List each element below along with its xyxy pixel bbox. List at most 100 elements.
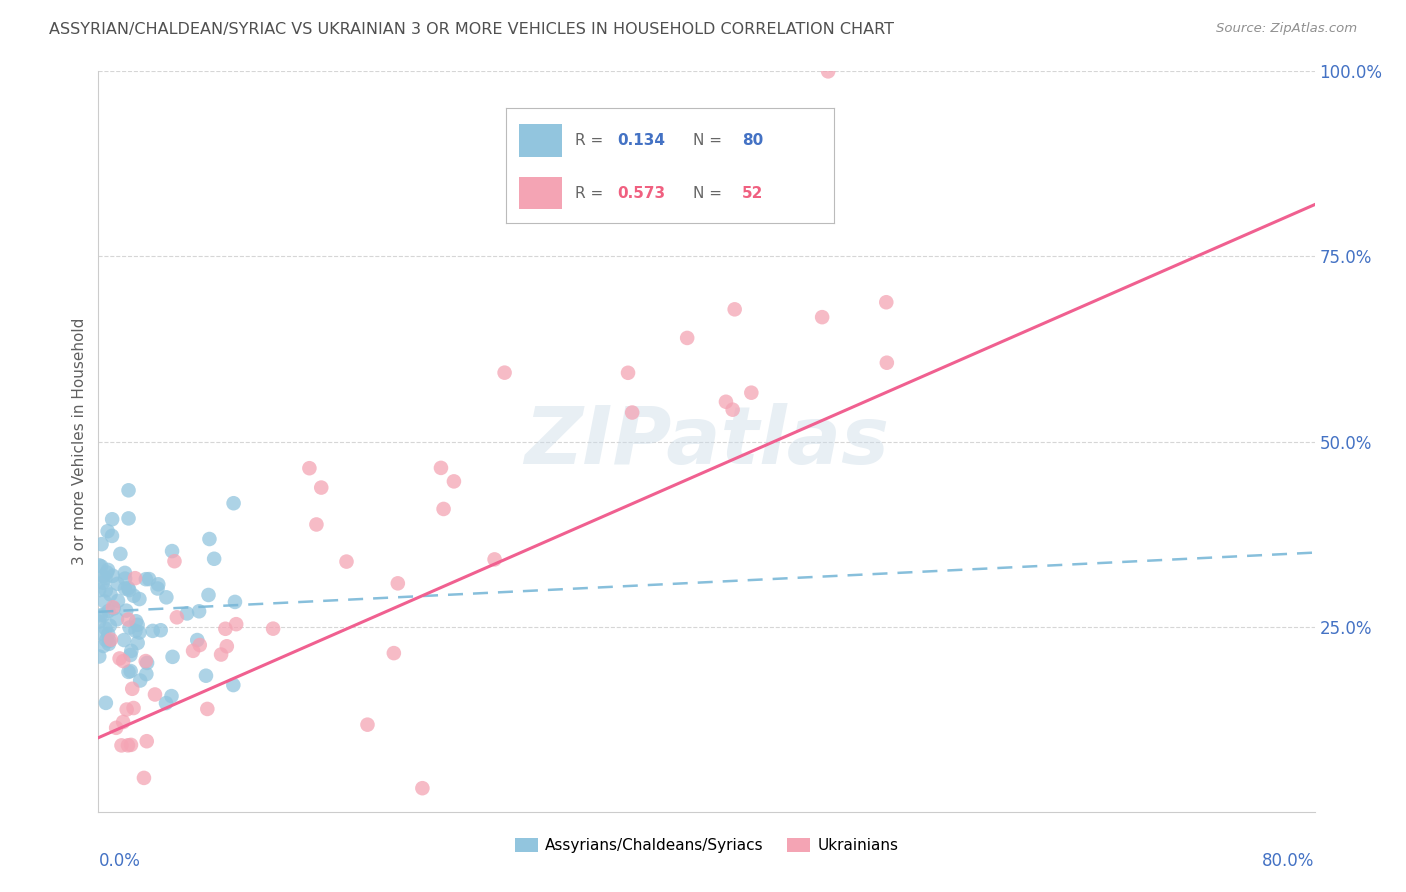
Point bbox=[356, 717, 378, 731]
Point bbox=[90, 626, 112, 640]
Point bbox=[876, 356, 898, 370]
Point bbox=[202, 551, 225, 566]
Point bbox=[222, 496, 245, 510]
Point bbox=[117, 581, 139, 595]
Point bbox=[128, 625, 150, 640]
Point bbox=[101, 512, 124, 526]
Point bbox=[160, 689, 183, 703]
Point bbox=[309, 481, 332, 495]
Point bbox=[101, 600, 124, 615]
Point bbox=[186, 633, 208, 648]
Point bbox=[443, 475, 465, 489]
Point bbox=[97, 563, 120, 577]
Point bbox=[89, 583, 111, 598]
Point bbox=[387, 576, 409, 591]
Point bbox=[817, 64, 839, 78]
Point bbox=[94, 571, 117, 585]
Point bbox=[114, 566, 136, 580]
Point bbox=[135, 654, 157, 668]
Point bbox=[97, 627, 120, 641]
Point bbox=[100, 588, 122, 602]
Point bbox=[222, 678, 245, 692]
Point bbox=[676, 331, 699, 345]
Point bbox=[617, 366, 640, 380]
Point bbox=[117, 483, 139, 498]
Text: 0.0%: 0.0% bbox=[98, 853, 141, 871]
Point bbox=[494, 366, 516, 380]
Point bbox=[155, 591, 177, 605]
Point bbox=[118, 620, 141, 634]
Point bbox=[724, 302, 747, 317]
Point bbox=[163, 554, 186, 568]
Point bbox=[194, 669, 217, 683]
Point bbox=[411, 781, 433, 796]
Point bbox=[107, 577, 129, 591]
Point bbox=[430, 461, 453, 475]
Point bbox=[120, 738, 142, 752]
Point bbox=[98, 633, 121, 648]
Point bbox=[94, 696, 117, 710]
Point bbox=[120, 648, 142, 662]
Point bbox=[188, 638, 211, 652]
Point bbox=[93, 594, 115, 608]
Point bbox=[149, 624, 172, 638]
Point bbox=[115, 702, 138, 716]
Text: ASSYRIAN/CHALDEAN/SYRIAC VS UKRAINIAN 3 OR MORE VEHICLES IN HOUSEHOLD CORRELATIO: ASSYRIAN/CHALDEAN/SYRIAC VS UKRAINIAN 3 … bbox=[49, 22, 894, 37]
Point bbox=[91, 569, 114, 583]
Point bbox=[142, 624, 165, 638]
Point bbox=[114, 572, 136, 586]
Text: 80.0%: 80.0% bbox=[1263, 853, 1315, 871]
Point bbox=[127, 636, 149, 650]
Y-axis label: 3 or more Vehicles in Household: 3 or more Vehicles in Household bbox=[72, 318, 87, 566]
Point bbox=[90, 608, 112, 623]
Point bbox=[155, 696, 177, 710]
Point bbox=[122, 589, 145, 603]
Point bbox=[132, 771, 155, 785]
Point bbox=[110, 739, 132, 753]
Point bbox=[94, 583, 117, 598]
Point bbox=[100, 632, 122, 647]
Point bbox=[135, 734, 157, 748]
Point bbox=[195, 702, 218, 716]
Point bbox=[120, 664, 142, 678]
Point bbox=[209, 648, 232, 662]
Point bbox=[225, 617, 247, 632]
Point bbox=[112, 714, 135, 729]
Point bbox=[97, 604, 120, 618]
Point bbox=[90, 559, 112, 574]
Text: Source: ZipAtlas.com: Source: ZipAtlas.com bbox=[1216, 22, 1357, 36]
Point bbox=[97, 524, 120, 539]
Point bbox=[188, 604, 211, 618]
Point bbox=[96, 566, 118, 580]
Point bbox=[107, 594, 129, 608]
Point bbox=[484, 552, 506, 566]
Point bbox=[91, 607, 114, 622]
Point bbox=[89, 649, 111, 664]
Point bbox=[112, 654, 135, 668]
Point bbox=[125, 614, 148, 628]
Point bbox=[146, 582, 169, 596]
Point bbox=[91, 575, 114, 590]
Point bbox=[122, 701, 145, 715]
Point bbox=[105, 612, 128, 626]
Point bbox=[135, 572, 157, 586]
Point bbox=[101, 529, 124, 543]
Point bbox=[128, 592, 150, 607]
Point bbox=[811, 310, 834, 325]
Point bbox=[148, 577, 170, 591]
Point bbox=[112, 633, 135, 648]
Point bbox=[124, 624, 146, 638]
Point bbox=[432, 502, 454, 516]
Point bbox=[115, 604, 138, 618]
Point bbox=[176, 607, 198, 621]
Point bbox=[162, 649, 184, 664]
Point bbox=[117, 613, 139, 627]
Point bbox=[89, 558, 111, 573]
Point bbox=[621, 405, 644, 419]
Point bbox=[875, 295, 897, 310]
Point bbox=[114, 582, 136, 596]
Point bbox=[94, 622, 117, 636]
Legend: Assyrians/Chaldeans/Syriacs, Ukrainians: Assyrians/Chaldeans/Syriacs, Ukrainians bbox=[509, 832, 904, 860]
Point bbox=[108, 651, 131, 665]
Text: ZIPatlas: ZIPatlas bbox=[524, 402, 889, 481]
